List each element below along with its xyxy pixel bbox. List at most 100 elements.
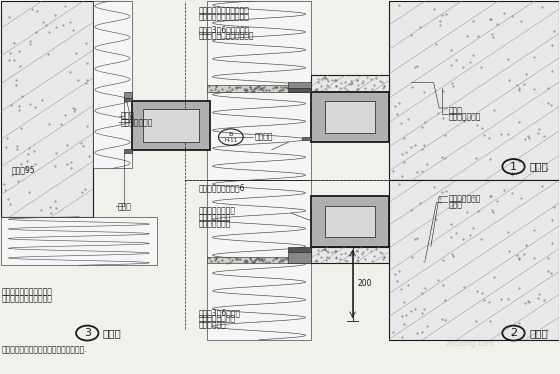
Point: [213, 259, 222, 265]
Point: [507, 13, 516, 19]
Point: [296, 256, 305, 262]
Point: [486, 318, 495, 324]
Point: [486, 16, 495, 22]
Point: [241, 87, 250, 93]
Point: [319, 74, 328, 80]
Point: [277, 85, 286, 91]
Point: [492, 21, 501, 27]
Point: [232, 85, 241, 91]
Point: [324, 84, 333, 90]
Point: [432, 41, 441, 47]
Point: [347, 251, 356, 257]
Point: [514, 85, 523, 91]
Point: [397, 286, 406, 292]
Point: [322, 76, 331, 82]
Point: [324, 255, 333, 261]
Point: [74, 77, 83, 83]
Point: [296, 84, 305, 90]
Point: [500, 187, 509, 193]
Point: [524, 299, 533, 305]
Point: [487, 31, 496, 37]
Point: [403, 282, 412, 288]
Point: [407, 31, 416, 37]
Point: [504, 296, 513, 302]
Point: [314, 247, 323, 253]
Point: [486, 193, 495, 199]
Point: [537, 183, 546, 189]
Point: [413, 63, 422, 69]
Point: [217, 86, 226, 92]
Point: [30, 162, 39, 168]
Point: [508, 331, 517, 337]
Point: [212, 255, 221, 261]
Bar: [124, 92, 132, 98]
Point: [487, 207, 496, 213]
Point: [240, 258, 249, 264]
Point: [16, 62, 25, 68]
Point: [441, 297, 450, 303]
Point: [442, 10, 451, 16]
Point: [241, 258, 250, 264]
Point: [255, 83, 264, 89]
Point: [438, 282, 447, 288]
Point: [393, 111, 402, 117]
Point: [420, 142, 429, 148]
Point: [274, 259, 283, 265]
Point: [413, 330, 422, 336]
Point: [285, 88, 294, 94]
Bar: [325, 206, 375, 237]
Point: [318, 247, 327, 253]
Point: [330, 77, 339, 83]
Text: 发泡聚氨酯灌缝: 发泡聚氨酯灌缝: [449, 113, 481, 122]
Point: [69, 27, 78, 33]
Point: [379, 254, 388, 260]
Point: [524, 133, 533, 139]
Point: [395, 2, 404, 8]
Point: [328, 77, 337, 83]
Point: [251, 256, 260, 262]
Point: [66, 69, 74, 75]
Point: [4, 15, 13, 21]
Point: [298, 86, 307, 92]
Point: [517, 195, 526, 201]
Bar: [207, 180, 311, 340]
Point: [420, 285, 429, 291]
Point: [357, 80, 366, 86]
Point: [250, 88, 259, 94]
Point: [69, 108, 78, 114]
Point: [395, 181, 404, 187]
Point: [353, 258, 362, 264]
Point: [12, 143, 21, 149]
Point: [353, 86, 362, 92]
Point: [331, 83, 340, 89]
Point: [398, 334, 407, 340]
Point: [80, 187, 89, 193]
Point: [413, 169, 422, 175]
Point: [438, 88, 447, 94]
Point: [370, 254, 379, 260]
Point: [225, 84, 234, 90]
Point: [342, 87, 351, 93]
Point: [547, 239, 556, 245]
Point: [430, 184, 439, 190]
Point: [242, 258, 251, 264]
Point: [496, 131, 505, 137]
Point: [486, 193, 494, 199]
Point: [366, 77, 375, 83]
Text: 墙面抹3～6厚抹面: 墙面抹3～6厚抹面: [199, 308, 241, 317]
Bar: [311, 75, 389, 92]
Point: [416, 200, 424, 206]
Point: [257, 257, 266, 263]
Point: [524, 298, 533, 304]
Point: [422, 323, 431, 329]
Bar: [124, 149, 132, 153]
Point: [465, 59, 474, 65]
Point: [433, 110, 442, 116]
Point: [407, 84, 416, 90]
Point: [336, 80, 345, 86]
Point: [322, 248, 331, 254]
Point: [37, 97, 46, 103]
Point: [257, 85, 266, 91]
Point: [44, 29, 53, 35]
Point: [58, 22, 67, 28]
